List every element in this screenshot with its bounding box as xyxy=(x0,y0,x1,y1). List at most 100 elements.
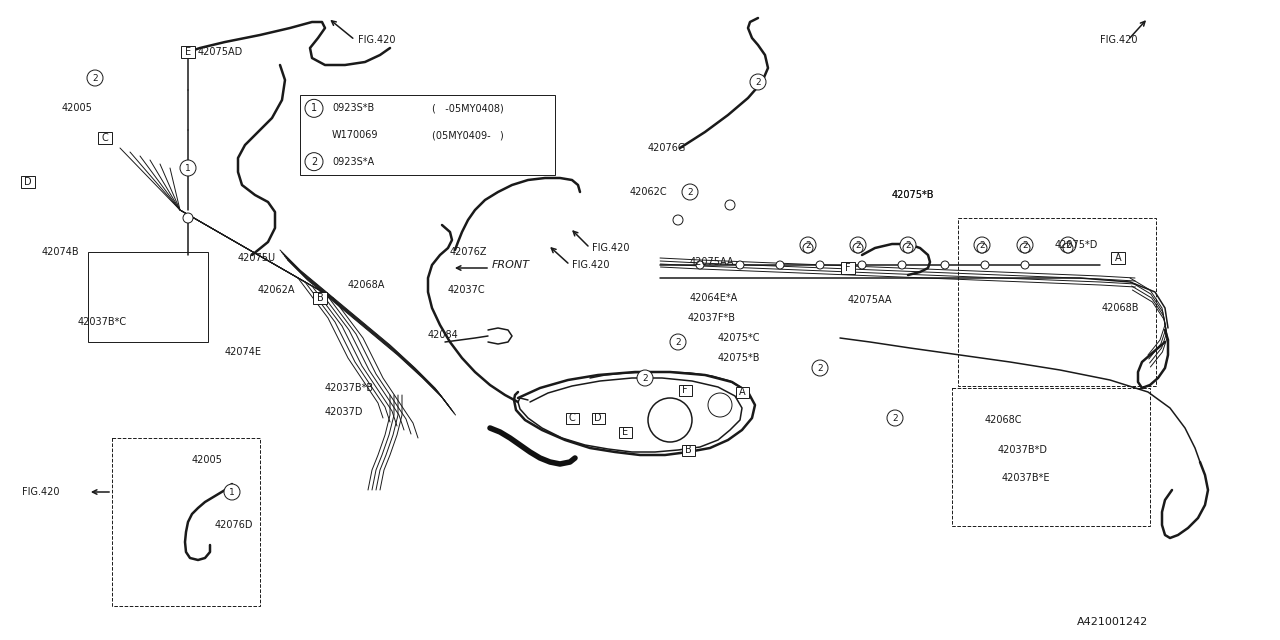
Bar xyxy=(180,46,195,58)
Circle shape xyxy=(977,243,987,253)
Text: 2: 2 xyxy=(905,241,911,250)
Text: 0923S*B: 0923S*B xyxy=(332,103,374,113)
Circle shape xyxy=(1018,237,1033,253)
Text: 42037B*D: 42037B*D xyxy=(998,445,1048,455)
Text: (   -05MY0408): ( -05MY0408) xyxy=(433,103,504,113)
Circle shape xyxy=(669,334,686,350)
Text: 2: 2 xyxy=(892,413,897,422)
Bar xyxy=(736,387,749,397)
Circle shape xyxy=(673,215,684,225)
Text: 2: 2 xyxy=(687,188,692,196)
Text: 42075*C: 42075*C xyxy=(718,333,760,343)
Text: 42076G: 42076G xyxy=(648,143,686,153)
Text: A421001242: A421001242 xyxy=(1076,617,1148,627)
Text: E: E xyxy=(184,47,191,57)
Bar xyxy=(618,426,631,438)
Circle shape xyxy=(183,213,193,223)
Text: 42075*B: 42075*B xyxy=(718,353,760,363)
Circle shape xyxy=(682,184,698,200)
Text: 2: 2 xyxy=(92,74,97,83)
Circle shape xyxy=(850,237,867,253)
Text: 2: 2 xyxy=(1065,241,1071,250)
Circle shape xyxy=(305,153,323,171)
Text: F: F xyxy=(845,263,851,273)
Text: 42068B: 42068B xyxy=(1102,303,1139,313)
Text: 42075AA: 42075AA xyxy=(690,257,735,267)
Text: 1: 1 xyxy=(311,103,317,113)
Text: 42037B*E: 42037B*E xyxy=(1002,473,1051,483)
Text: D: D xyxy=(594,413,602,423)
Circle shape xyxy=(817,261,824,269)
Circle shape xyxy=(224,484,241,500)
Text: 42037B*C: 42037B*C xyxy=(78,317,127,327)
Text: 1: 1 xyxy=(186,163,191,173)
Text: 42076D: 42076D xyxy=(215,520,253,530)
Text: 42075AA: 42075AA xyxy=(849,295,892,305)
Circle shape xyxy=(750,74,765,90)
Text: F: F xyxy=(682,385,687,395)
Text: 2: 2 xyxy=(675,337,681,346)
Bar xyxy=(314,292,326,304)
Circle shape xyxy=(900,237,916,253)
Text: 42064E*A: 42064E*A xyxy=(690,293,739,303)
Circle shape xyxy=(87,70,102,86)
Text: 42074B: 42074B xyxy=(42,247,79,257)
Text: 42037B*B: 42037B*B xyxy=(325,383,374,393)
Bar xyxy=(300,95,556,175)
Circle shape xyxy=(887,410,902,426)
Bar xyxy=(841,262,855,274)
Text: 2: 2 xyxy=(311,157,317,166)
Text: 42084: 42084 xyxy=(428,330,458,340)
Text: 42075AD: 42075AD xyxy=(198,47,243,57)
Text: 42037D: 42037D xyxy=(325,407,364,417)
Circle shape xyxy=(1020,243,1030,253)
Circle shape xyxy=(812,360,828,376)
Text: 42075*D: 42075*D xyxy=(1055,240,1098,250)
Text: 42062C: 42062C xyxy=(630,187,668,197)
Circle shape xyxy=(180,160,196,176)
Bar xyxy=(20,176,35,188)
Text: 2: 2 xyxy=(817,364,823,372)
Text: 42062A: 42062A xyxy=(259,285,296,295)
Circle shape xyxy=(803,243,813,253)
Text: 42075*B: 42075*B xyxy=(892,190,934,200)
Text: 42005: 42005 xyxy=(61,103,93,113)
Bar xyxy=(957,218,1156,386)
Circle shape xyxy=(980,261,989,269)
Text: C: C xyxy=(101,133,109,143)
Circle shape xyxy=(974,237,989,253)
Text: C: C xyxy=(568,413,576,423)
Text: 42075*B: 42075*B xyxy=(892,190,934,200)
Text: 42037F*B: 42037F*B xyxy=(689,313,736,323)
Text: D: D xyxy=(24,177,32,187)
Bar xyxy=(566,413,579,424)
Text: A: A xyxy=(739,387,745,397)
Circle shape xyxy=(852,243,863,253)
Text: B: B xyxy=(316,293,324,303)
Circle shape xyxy=(941,261,948,269)
Text: 2: 2 xyxy=(855,241,861,250)
Circle shape xyxy=(800,237,817,253)
Text: FRONT: FRONT xyxy=(492,260,530,270)
Circle shape xyxy=(724,200,735,210)
Text: 42037C: 42037C xyxy=(448,285,485,295)
Text: 42068A: 42068A xyxy=(348,280,385,290)
Bar xyxy=(99,132,113,144)
Text: FIG.420: FIG.420 xyxy=(572,260,609,270)
Text: 1: 1 xyxy=(229,488,234,497)
Circle shape xyxy=(1060,237,1076,253)
Text: B: B xyxy=(685,445,691,455)
Text: A: A xyxy=(1115,253,1121,263)
Text: 2: 2 xyxy=(755,77,760,86)
Text: 42068C: 42068C xyxy=(986,415,1023,425)
Text: FIG.420: FIG.420 xyxy=(593,243,630,253)
Text: 2: 2 xyxy=(1023,241,1028,250)
Text: 42075U: 42075U xyxy=(238,253,276,263)
Circle shape xyxy=(858,261,867,269)
Bar xyxy=(88,252,209,342)
Circle shape xyxy=(1021,261,1029,269)
Circle shape xyxy=(1062,243,1073,253)
Text: 2: 2 xyxy=(979,241,984,250)
Text: 0923S*A: 0923S*A xyxy=(332,157,374,166)
Circle shape xyxy=(696,261,704,269)
